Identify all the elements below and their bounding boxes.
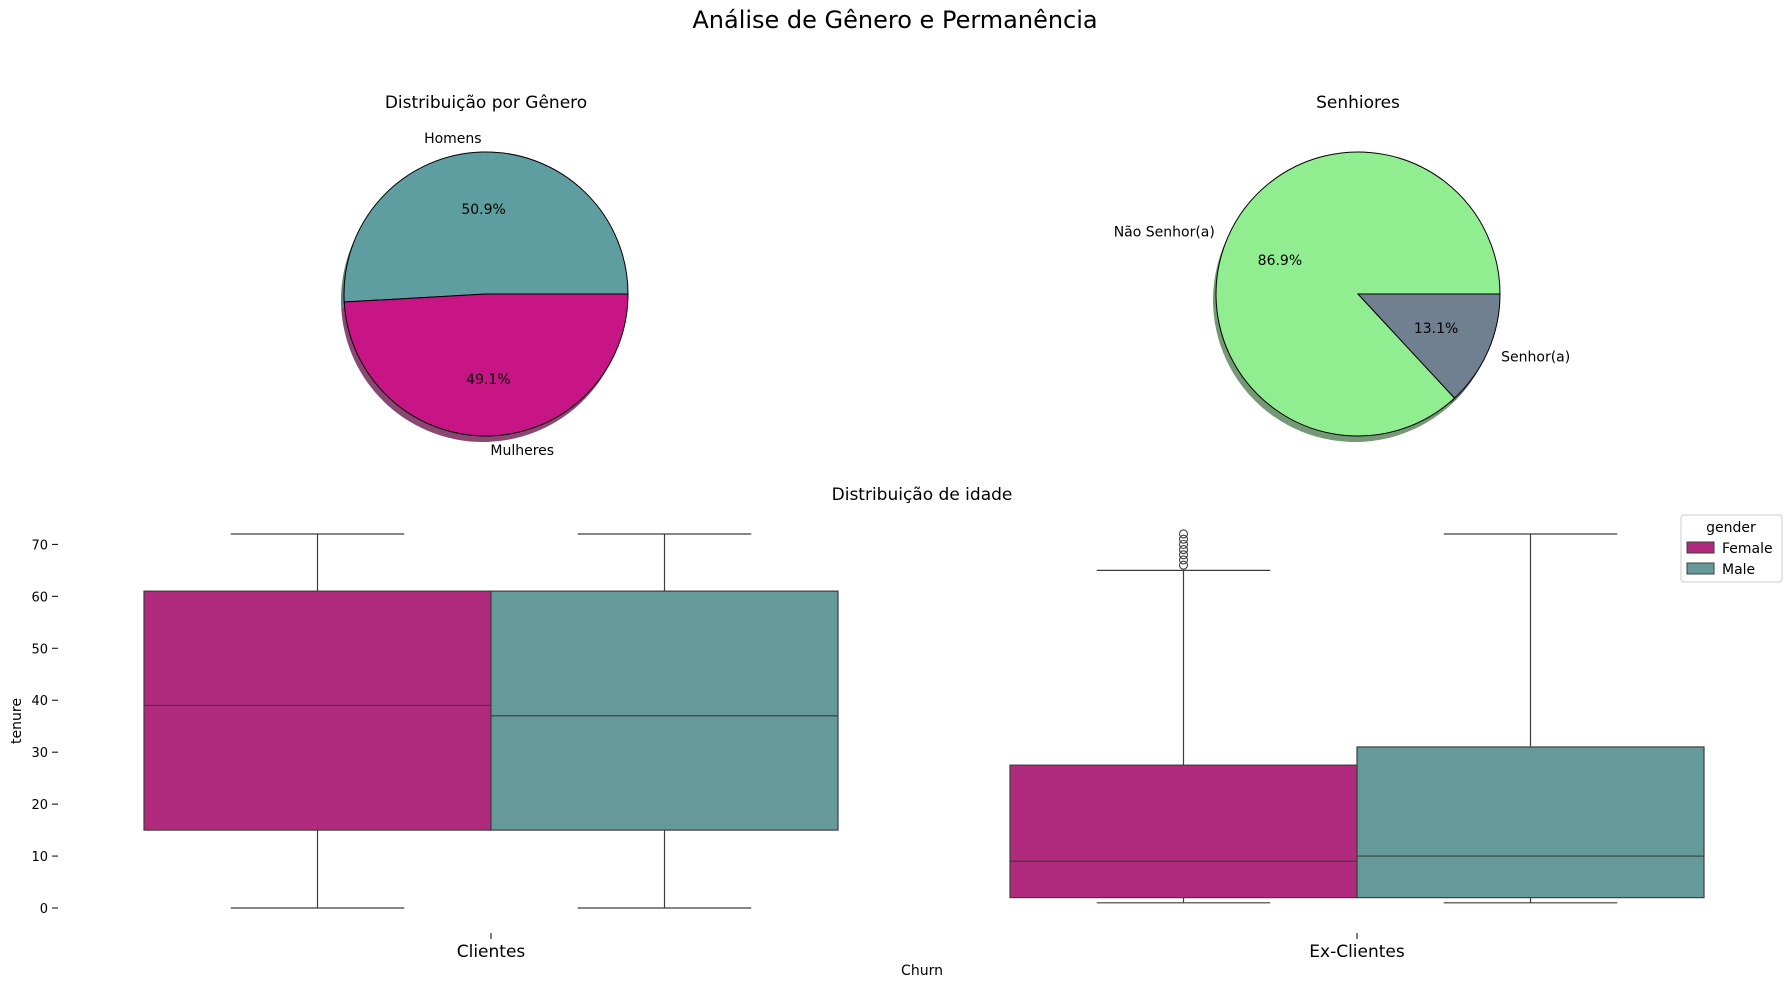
boxplot-title: Distribuição de idade xyxy=(832,485,1013,505)
pie-pct-label: 49.1% xyxy=(466,372,510,388)
y-tick-label: 70 xyxy=(31,538,48,553)
boxplot-tenure: Distribuição de idade tenure Churn 0 10 20… xyxy=(9,485,1783,979)
pie-pct-label: 13.1% xyxy=(1414,321,1458,337)
pie-seniors-plot: Não Senhor(a) 86.9% Senhor(a) 13.1% xyxy=(1114,151,1570,442)
pie-slice-mulheres xyxy=(343,293,629,437)
flier-female-ex-clientes xyxy=(1178,539,1189,549)
y-tick-label: 30 xyxy=(31,746,48,761)
flier-female-ex-clientes xyxy=(1178,529,1189,539)
flier-female-ex-clientes xyxy=(1178,550,1189,560)
flier-female-ex-clientes xyxy=(1178,545,1189,555)
pie-slice-label: Senhor(a) xyxy=(1501,349,1570,365)
y-tick-label: 50 xyxy=(31,642,48,657)
pie-pct-label: 86.9% xyxy=(1258,253,1302,269)
y-tick-label: 20 xyxy=(31,798,48,813)
flier-female-ex-clientes xyxy=(1178,560,1189,570)
pie-slice-label: Homens xyxy=(424,131,482,147)
legend-label-male[interactable]: Male xyxy=(1722,562,1755,578)
boxplot-x-axis: Clientes Ex-Clientes xyxy=(457,933,1405,962)
legend-label-female[interactable]: Female xyxy=(1722,541,1773,557)
y-tick-label: 40 xyxy=(31,694,48,709)
pie-slice-n-o-senhor-a- xyxy=(1215,151,1501,437)
figure-suptitle: Análise de Gênero e Permanência xyxy=(692,6,1097,34)
boxplot-legend[interactable]: gender Female Male xyxy=(1680,514,1783,583)
legend-swatch-male[interactable] xyxy=(1686,562,1715,575)
pie-gender: Distribuição por Gênero Homens 50.9% Mulhe… xyxy=(340,93,629,459)
boxplot-ylabel: tenure xyxy=(9,698,25,744)
boxplot-xlabel: Churn xyxy=(901,963,943,979)
pie-slice-senhor-a- xyxy=(1356,293,1501,399)
legend-title: gender xyxy=(1706,520,1756,536)
pie-slice-label: Mulheres xyxy=(490,443,554,459)
box-male-clientes xyxy=(490,590,839,831)
pie-seniors-title: Senhiores xyxy=(1316,93,1400,113)
flier-female-ex-clientes xyxy=(1178,555,1189,565)
y-tick-label: 0 xyxy=(40,902,48,917)
flier-female-ex-clientes xyxy=(1178,534,1189,544)
pie-slice-label: Não Senhor(a) xyxy=(1114,225,1215,241)
x-tick-label: Ex-Clientes xyxy=(1309,942,1405,962)
pie-gender-title: Distribuição por Gênero xyxy=(385,93,587,113)
x-tick-label: Clientes xyxy=(457,942,526,962)
pie-gender-plot: Homens 50.9% Mulheres 49.1% xyxy=(340,131,629,459)
legend-swatch-female[interactable] xyxy=(1686,541,1715,554)
boxplot-y-axis: 0 10 20 30 40 50 60 70 xyxy=(31,538,58,917)
pie-seniors: Senhiores Não Senhor(a) 86.9% Senhor(a) 13.… xyxy=(1114,93,1570,442)
legend-items: Female Male xyxy=(1686,541,1773,578)
y-tick-label: 10 xyxy=(31,850,48,865)
boxplot-boxes xyxy=(143,529,1705,909)
y-tick-label: 60 xyxy=(31,590,48,605)
pie-pct-label: 50.9% xyxy=(461,202,505,218)
box-female-clientes xyxy=(143,590,492,831)
pie-slice-homens xyxy=(343,151,629,303)
box-male-ex-clientes xyxy=(1356,746,1705,899)
box-female-ex-clientes xyxy=(1009,764,1358,899)
